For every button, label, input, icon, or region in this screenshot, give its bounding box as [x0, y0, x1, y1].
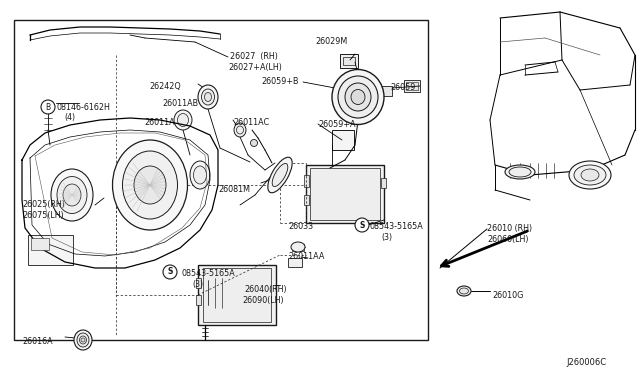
Text: 26010G: 26010G	[492, 291, 524, 300]
Text: 26027+A(LH): 26027+A(LH)	[228, 63, 282, 72]
Ellipse shape	[291, 242, 305, 252]
Bar	[198, 265, 276, 325]
Text: 08543-5165A: 08543-5165A	[181, 269, 235, 278]
Bar	[31, 238, 49, 250]
Bar	[381, 178, 386, 188]
Text: 26011A: 26011A	[144, 118, 175, 127]
Text: 26059+B: 26059+B	[261, 77, 298, 86]
Text: 26242Q: 26242Q	[149, 82, 180, 91]
Bar	[378, 86, 392, 96]
Bar	[304, 195, 309, 205]
Bar	[306, 165, 384, 223]
Bar	[196, 295, 201, 305]
Ellipse shape	[581, 169, 599, 181]
Bar	[196, 278, 201, 288]
Text: 26081M: 26081M	[218, 185, 250, 194]
Bar	[332, 130, 354, 150]
Ellipse shape	[457, 286, 471, 296]
Text: 26029M: 26029M	[315, 37, 348, 46]
Ellipse shape	[51, 169, 93, 221]
Text: S: S	[167, 267, 173, 276]
Ellipse shape	[198, 85, 218, 109]
Circle shape	[355, 218, 369, 232]
Text: 26011AB: 26011AB	[162, 99, 198, 108]
Ellipse shape	[268, 157, 292, 193]
Ellipse shape	[57, 176, 87, 214]
Text: (4): (4)	[64, 113, 75, 122]
Circle shape	[250, 140, 257, 147]
Text: 26010 (RH): 26010 (RH)	[487, 224, 532, 233]
Bar	[288, 258, 302, 267]
Text: 26059+A: 26059+A	[318, 120, 355, 129]
Text: J260006C: J260006C	[566, 358, 606, 367]
Text: 26059: 26059	[390, 83, 415, 92]
Ellipse shape	[177, 113, 189, 126]
Text: 26033: 26033	[288, 222, 313, 231]
Bar	[304, 175, 309, 187]
Text: 26027  (RH): 26027 (RH)	[230, 52, 278, 61]
Ellipse shape	[234, 123, 246, 137]
Circle shape	[41, 100, 55, 114]
Ellipse shape	[574, 165, 606, 185]
Bar	[343, 57, 355, 65]
Text: (3): (3)	[381, 233, 392, 242]
Bar	[203, 268, 271, 322]
Text: 26025(RH): 26025(RH)	[22, 200, 65, 209]
Ellipse shape	[79, 336, 86, 344]
Ellipse shape	[460, 288, 468, 294]
Text: (3): (3)	[192, 280, 203, 289]
Ellipse shape	[77, 333, 89, 347]
Circle shape	[163, 265, 177, 279]
Ellipse shape	[122, 151, 177, 219]
Bar	[292, 244, 304, 251]
Ellipse shape	[193, 166, 207, 184]
Text: 08543-5165A: 08543-5165A	[370, 222, 424, 231]
Ellipse shape	[174, 110, 192, 130]
Ellipse shape	[205, 93, 211, 102]
Ellipse shape	[190, 161, 210, 189]
Text: 26016A: 26016A	[22, 337, 52, 346]
Text: 26011AA: 26011AA	[288, 252, 324, 261]
Bar	[406, 82, 418, 90]
Text: 26060(LH): 26060(LH)	[487, 235, 529, 244]
Ellipse shape	[202, 89, 214, 105]
Ellipse shape	[505, 165, 535, 179]
Ellipse shape	[338, 76, 378, 118]
Ellipse shape	[237, 126, 243, 134]
Ellipse shape	[134, 166, 166, 204]
Text: 26011AC: 26011AC	[233, 118, 269, 127]
Ellipse shape	[345, 83, 371, 111]
Ellipse shape	[569, 161, 611, 189]
Ellipse shape	[351, 90, 365, 105]
Ellipse shape	[113, 140, 188, 230]
Ellipse shape	[272, 163, 288, 186]
Text: 26075(LH): 26075(LH)	[22, 211, 64, 220]
Text: 26090(LH): 26090(LH)	[242, 296, 284, 305]
Ellipse shape	[63, 184, 81, 206]
Bar	[28, 235, 73, 265]
Bar	[14, 20, 428, 340]
Ellipse shape	[332, 70, 384, 125]
Text: B: B	[45, 103, 51, 112]
Ellipse shape	[81, 338, 85, 342]
Ellipse shape	[509, 167, 531, 177]
Text: 26040(RH): 26040(RH)	[244, 285, 287, 294]
Text: 08146-6162H: 08146-6162H	[56, 103, 110, 112]
Bar	[310, 168, 380, 220]
Bar	[404, 80, 420, 92]
Text: S: S	[359, 221, 365, 230]
Ellipse shape	[74, 330, 92, 350]
Bar	[340, 54, 358, 68]
